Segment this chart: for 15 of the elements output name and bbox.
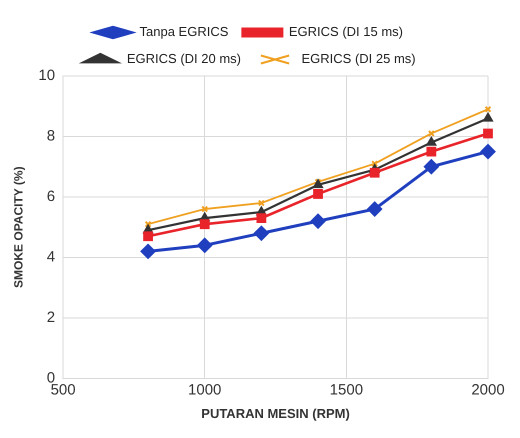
y-tick-label: 6 [46,188,56,206]
y-axis-title: SMOKE OPACITY (%) [12,166,26,288]
x-tick-label: 500 [50,382,76,399]
y-tick-label: 4 [46,248,56,266]
legend-label: EGRICS (DI 15 ms) [288,24,403,40]
legend-label: EGRICS (DI 25 ms) [302,51,416,66]
legend-label: Tanpa EGRICS [140,24,229,40]
x-axis-title: PUTARAN MESIN (RPM) [201,406,350,421]
y-tick-label: 2 [46,309,56,326]
y-tick-label: 10 [38,67,56,84]
x-tick-label: 1500 [330,382,364,399]
x-tick-label: 2000 [471,382,505,399]
x-tick-label: 1000 [188,382,222,399]
legend-label: EGRICS (DI 20 ms) [126,51,241,66]
y-tick-label: 8 [46,128,56,145]
